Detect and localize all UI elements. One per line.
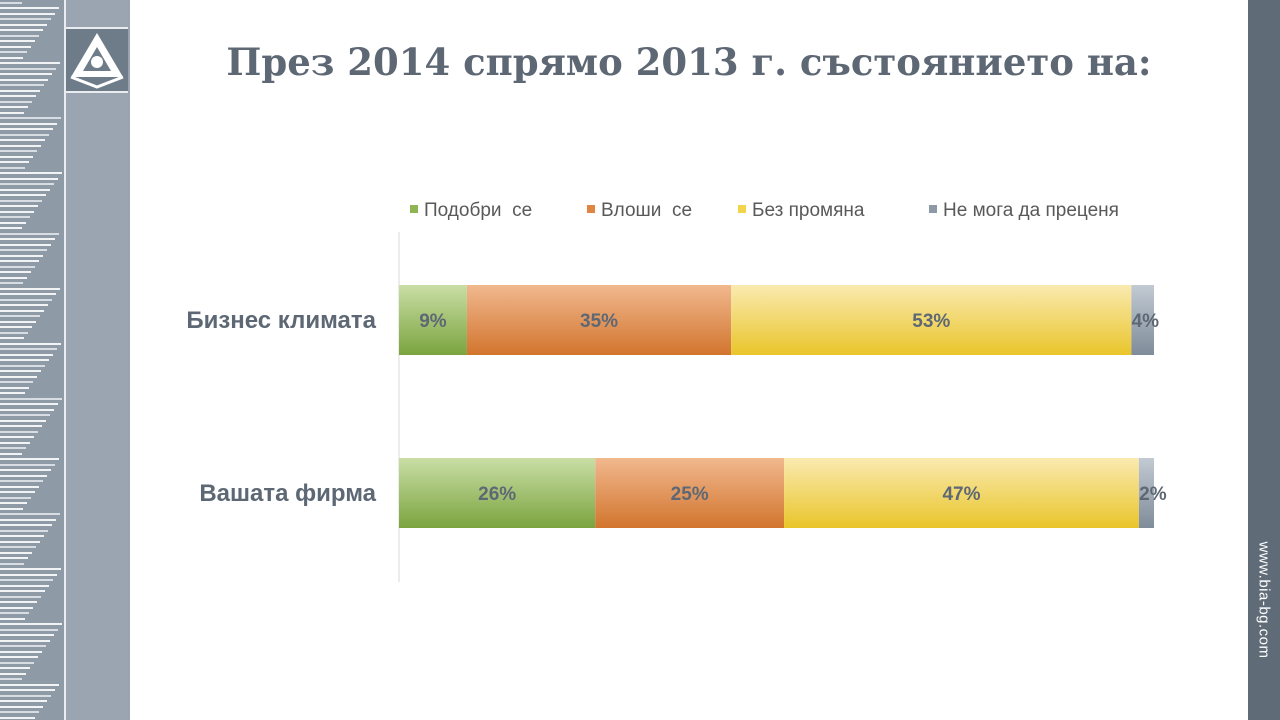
chart-labels: Бизнес климата 9% 35% 53% 4% Вашата фирма 26% 2…	[186, 307, 1166, 507]
right-sidebar	[1248, 0, 1280, 720]
category-label: Бизнес климата	[186, 307, 376, 334]
bar-segment-unchanged	[731, 285, 1132, 355]
legend-swatch-worse	[587, 205, 595, 213]
data-label-worse: 25%	[671, 484, 709, 505]
page-title: През 2014 спрямо 2013 г. състоянието на:	[226, 40, 1152, 84]
bar-segment-unchanged	[784, 458, 1139, 528]
data-label-worse: 35%	[580, 311, 618, 332]
stacked-bar-chart: Подобри се Влоши се Без промяна Не мога да …	[186, 200, 1167, 582]
panel-divider	[64, 0, 66, 720]
bia-logo-icon	[66, 27, 128, 93]
bar-segment-cannot-judge	[1131, 285, 1154, 355]
legend-swatch-unchanged	[738, 205, 746, 213]
left-decorative-panel	[0, 0, 130, 720]
data-label-improved: 9%	[419, 311, 447, 332]
data-label-improved: 26%	[478, 484, 516, 505]
data-label-unchanged: 53%	[912, 311, 950, 332]
category-label: Вашата фирма	[199, 480, 376, 507]
chart-legend: Подобри се Влоши се Без промяна Не мога да …	[410, 200, 1119, 221]
legend-label-unchanged: Без промяна	[752, 200, 865, 221]
bar-segment-worse	[466, 285, 732, 355]
bar-segment-improved	[399, 458, 596, 528]
legend-swatch-cannot-judge	[929, 205, 937, 213]
legend-label-worse: Влоши се	[601, 200, 692, 221]
legend-label-improved: Подобри се	[424, 200, 532, 221]
bar-segment-cannot-judge	[1138, 458, 1154, 528]
legend-label-cannot-judge: Не мога да преценя	[943, 200, 1119, 221]
data-label-cannot-judge: 2%	[1139, 484, 1167, 505]
website-label: www.bia-bg.com	[1255, 541, 1273, 659]
decorative-stripes	[0, 0, 64, 720]
bar-segment-improved	[399, 285, 467, 355]
data-label-unchanged: 47%	[942, 484, 980, 505]
bar-segment-worse	[595, 458, 785, 528]
chart-bars	[399, 285, 1154, 528]
data-label-cannot-judge: 4%	[1132, 311, 1160, 332]
legend-swatch-improved	[410, 205, 418, 213]
